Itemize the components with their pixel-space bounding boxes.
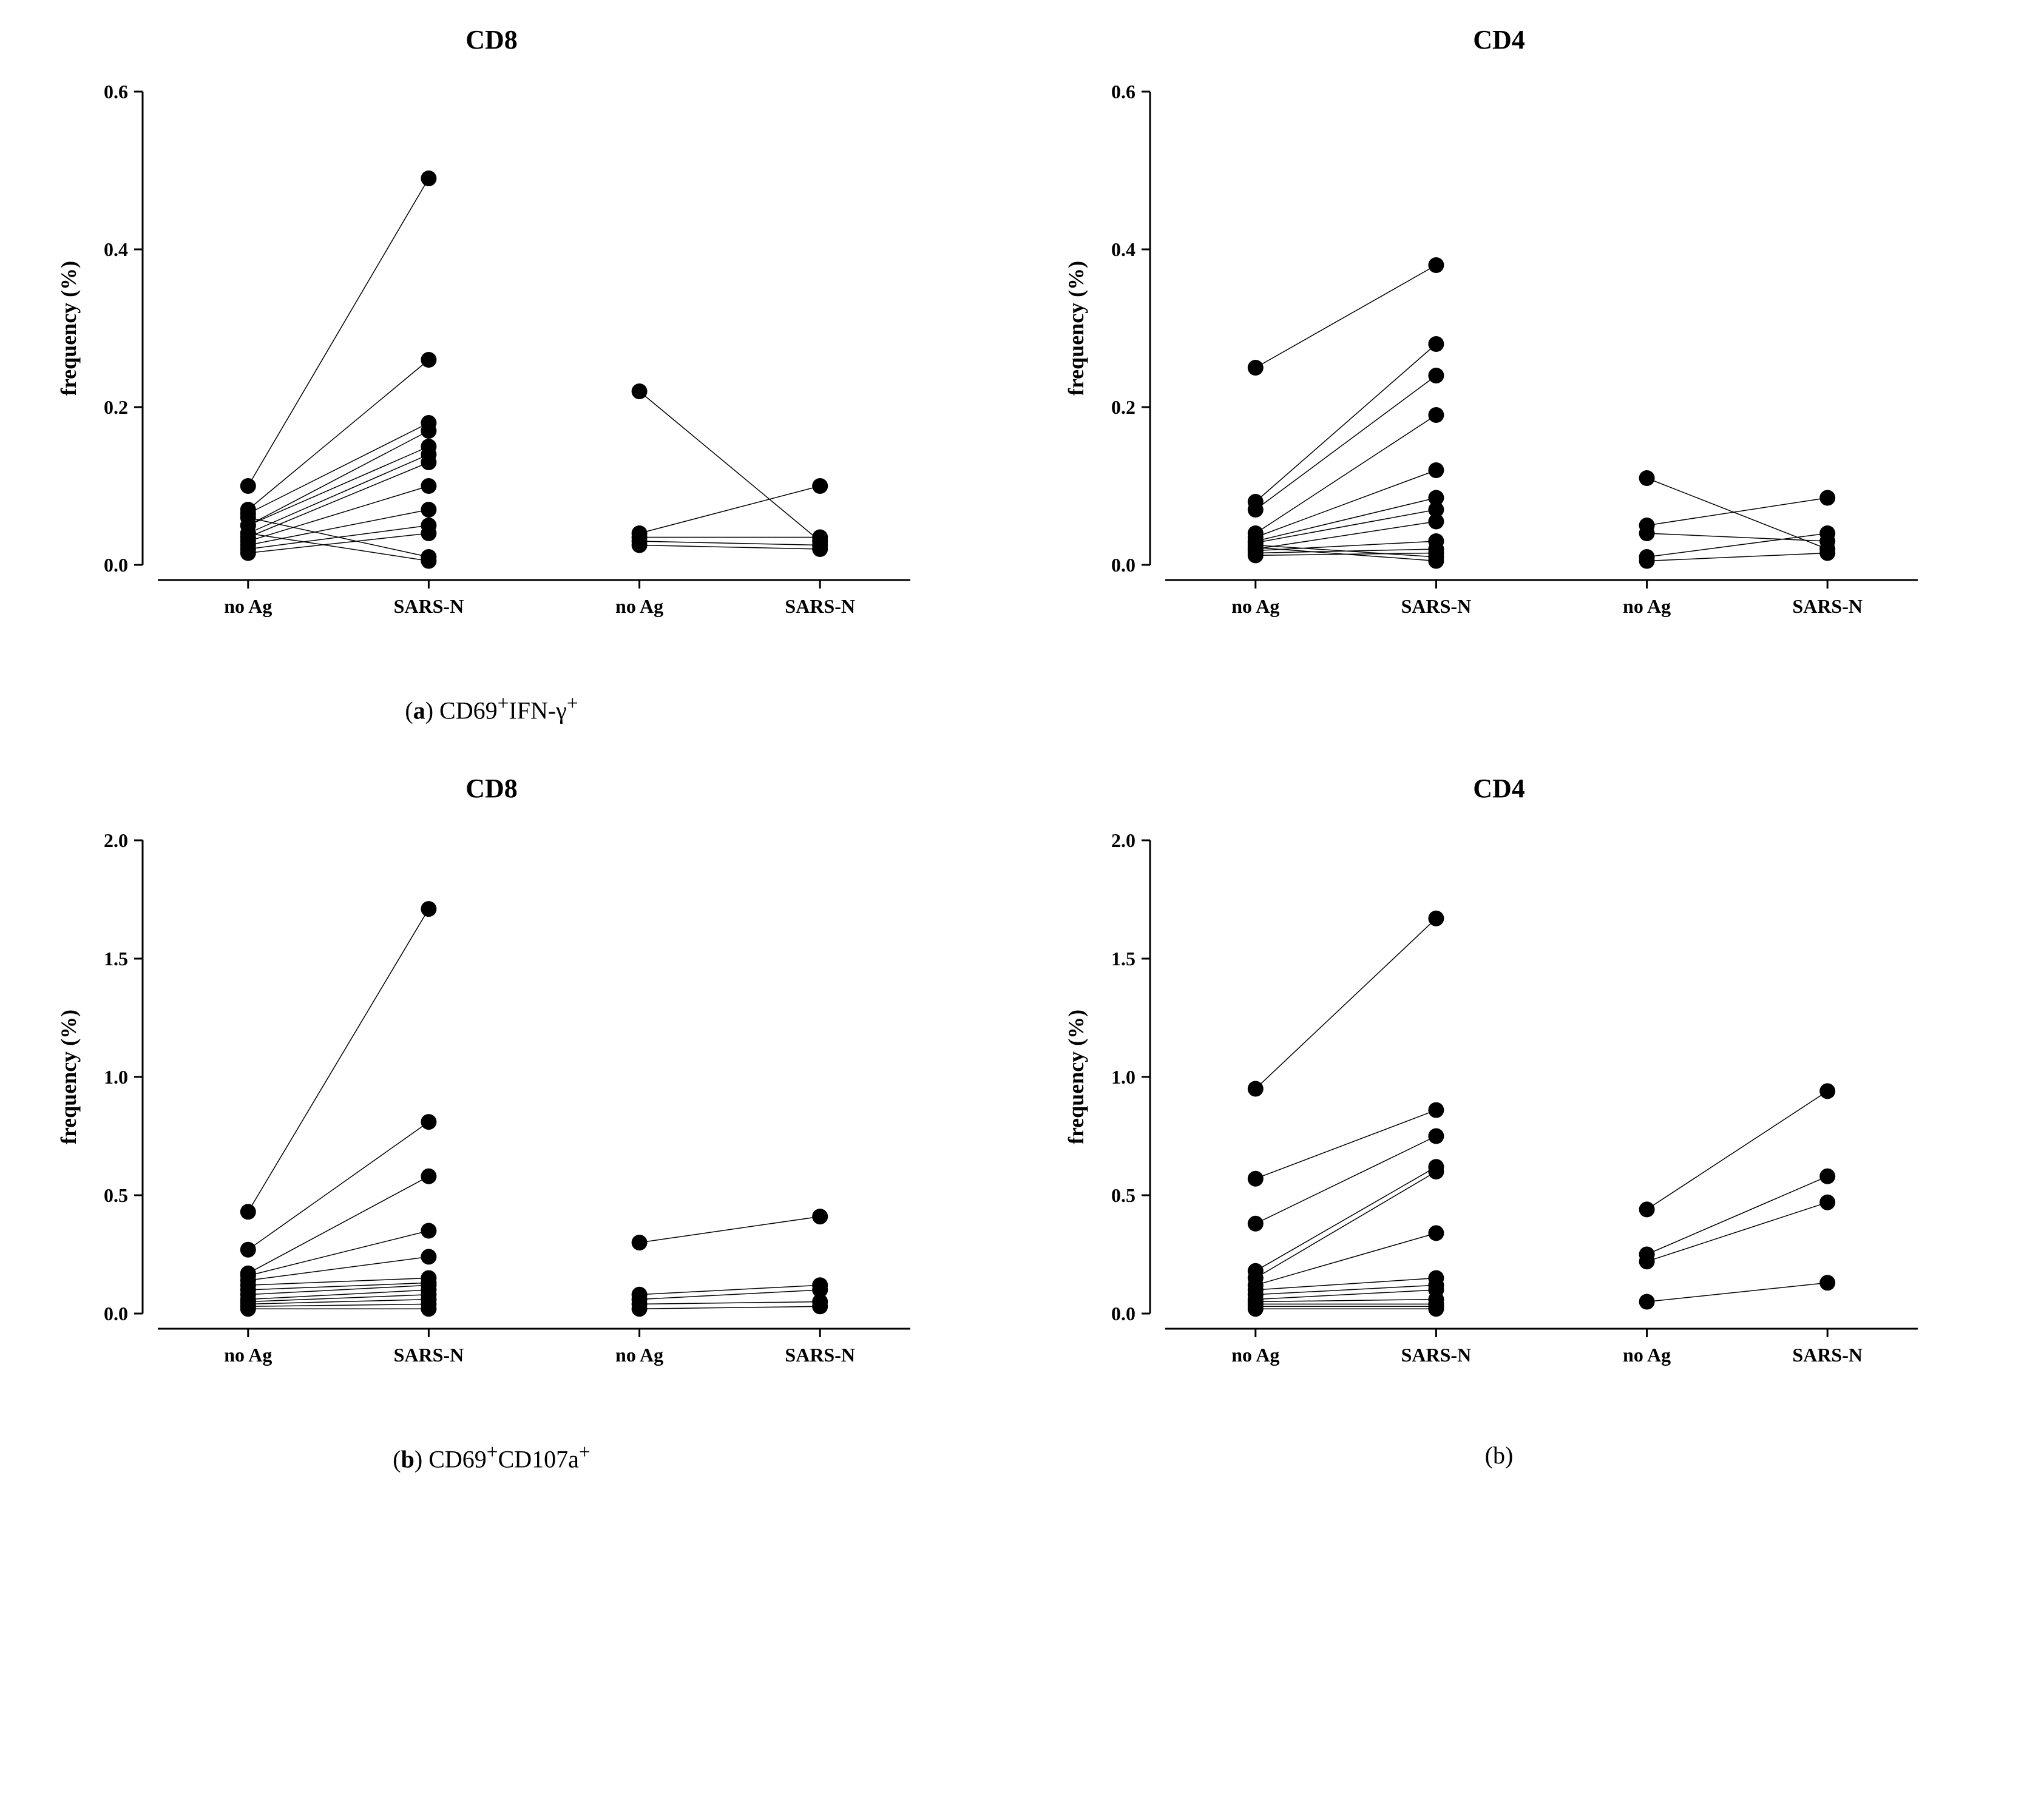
panel-caption: (b) CD69+CD107a+ — [393, 1441, 590, 1473]
svg-text:1.0: 1.0 — [1111, 1066, 1135, 1088]
svg-text:no Ag: no Ag — [615, 1344, 663, 1366]
svg-text:0.0: 0.0 — [104, 1303, 128, 1324]
svg-text:SARS-N: SARS-N — [1792, 595, 1863, 617]
svg-text:no Ag: no Ag — [1231, 1344, 1279, 1366]
svg-text:SARS-N: SARS-N — [785, 595, 855, 617]
svg-text:0.0: 0.0 — [1111, 1303, 1135, 1324]
svg-text:frequency (%): frequency (%) — [1064, 1010, 1088, 1144]
chart-panel: CD4 0.0 0.5 1.0 1.5 2.0 frequency (%) no Ag SARS… — [1032, 773, 1966, 1473]
svg-text:2.0: 2.0 — [104, 829, 128, 851]
svg-text:no Ag: no Ag — [224, 1344, 272, 1366]
svg-text:no Ag: no Ag — [1623, 595, 1671, 617]
svg-text:1.0: 1.0 — [104, 1066, 128, 1088]
svg-text:SARS-N: SARS-N — [785, 1344, 855, 1366]
svg-text:frequency (%): frequency (%) — [1064, 261, 1088, 396]
svg-text:SARS-N: SARS-N — [1401, 1344, 1472, 1366]
svg-text:no Ag: no Ag — [224, 595, 272, 617]
panel-title: CD8 — [465, 773, 518, 804]
svg-text:0.5: 0.5 — [1111, 1184, 1135, 1206]
svg-text:1.5: 1.5 — [1111, 948, 1135, 970]
svg-text:1.5: 1.5 — [104, 948, 128, 970]
svg-text:0.0: 0.0 — [104, 554, 128, 576]
svg-text:SARS-N: SARS-N — [394, 1344, 464, 1366]
svg-text:0.4: 0.4 — [104, 238, 128, 260]
svg-text:0.2: 0.2 — [1111, 396, 1135, 418]
svg-text:0.0: 0.0 — [1111, 554, 1135, 576]
chart-svg: 0.0 0.2 0.4 0.6 frequency (%) no Ag SARS-N no A… — [1044, 67, 1954, 674]
svg-text:no Ag: no Ag — [615, 595, 663, 617]
svg-text:no Ag: no Ag — [1231, 595, 1279, 617]
svg-text:0.4: 0.4 — [1111, 238, 1135, 260]
chart-svg: 0.0 0.2 0.4 0.6 frequency (%) no Ag SARS-N no A… — [36, 67, 947, 674]
panel-caption: (a) CD69+IFN-γ+ — [405, 692, 578, 724]
svg-text:frequency (%): frequency (%) — [56, 261, 81, 396]
panel-title: CD4 — [1473, 24, 1525, 55]
chart-svg: 0.0 0.5 1.0 1.5 2.0 frequency (%) no Ag SARS-N n… — [1044, 816, 1954, 1423]
chart-svg: 0.0 0.5 1.0 1.5 2.0 frequency (%) no Ag SARS-N n… — [36, 816, 947, 1423]
panel-caption: (b) — [1485, 1441, 1514, 1469]
chart-panel: CD4 0.0 0.2 0.4 0.6 frequency (%) no Ag SARS-N n… — [1032, 24, 1966, 724]
svg-text:2.0: 2.0 — [1111, 829, 1135, 851]
svg-text:frequency (%): frequency (%) — [56, 1010, 81, 1144]
svg-text:SARS-N: SARS-N — [1792, 1344, 1863, 1366]
svg-text:SARS-N: SARS-N — [394, 595, 464, 617]
svg-text:0.6: 0.6 — [1111, 81, 1135, 103]
svg-text:no Ag: no Ag — [1623, 1344, 1671, 1366]
panel-title: CD4 — [1473, 773, 1525, 804]
svg-text:0.5: 0.5 — [104, 1184, 128, 1206]
svg-text:SARS-N: SARS-N — [1401, 595, 1472, 617]
panel-title: CD8 — [465, 24, 518, 55]
svg-text:0.2: 0.2 — [104, 396, 128, 418]
chart-panel: CD8 0.0 0.5 1.0 1.5 2.0 frequency (%) no Ag SARS… — [24, 773, 959, 1473]
chart-panel: CD8 0.0 0.2 0.4 0.6 frequency (%) no Ag SARS-N n… — [24, 24, 959, 724]
svg-text:0.6: 0.6 — [104, 81, 128, 103]
